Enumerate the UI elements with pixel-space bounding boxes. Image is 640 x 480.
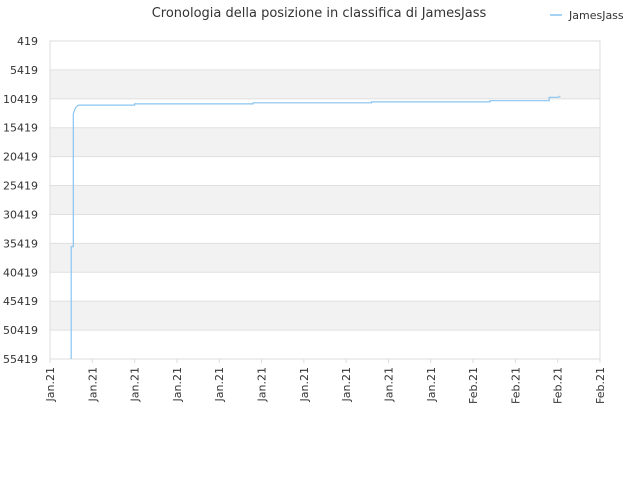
x-tick-label: Jan.21 (340, 367, 353, 402)
plot-area (49, 40, 601, 360)
y-tick-label: 20419 (3, 151, 38, 164)
x-tick-label: Jan.21 (213, 367, 226, 402)
grid-band (50, 127, 600, 157)
y-tick-label: 25419 (3, 180, 38, 193)
y-tick-label: 45419 (3, 295, 38, 308)
x-tick-label: Jan.21 (256, 367, 269, 402)
x-tick-label: Feb.21 (509, 367, 522, 404)
x-tick-label: Jan.21 (382, 367, 395, 402)
grid-band (50, 330, 600, 359)
y-tick-label: 55419 (3, 353, 38, 366)
y-tick-label: 5419 (10, 64, 38, 77)
legend-label: JamesJass (568, 9, 624, 22)
grid-band (50, 41, 600, 70)
grid-band (50, 156, 600, 186)
y-tick-label: 15419 (3, 122, 38, 135)
y-tick-label: 10419 (3, 93, 38, 106)
grid-bands (50, 40, 600, 359)
x-tick-label: Jan.21 (44, 367, 57, 402)
x-tick-label: Jan.21 (129, 367, 142, 402)
series-line-jamesjass (70, 95, 561, 359)
y-tick-label: 419 (17, 35, 38, 48)
y-tick-label: 35419 (3, 237, 38, 250)
grid-band (50, 272, 600, 302)
grid-band (50, 185, 600, 215)
y-axis-ticks: 419 5419 10419 15419 20419 25419 30419 35419 404… (3, 35, 38, 366)
x-tick-label: Feb.21 (467, 367, 480, 404)
grid-band (50, 301, 600, 331)
x-tick-label: Jan.21 (425, 367, 438, 402)
x-tick-label: Feb.21 (594, 367, 607, 404)
chart-title: Cronologia della posizione in classifica… (152, 6, 487, 21)
grid-band (50, 69, 600, 99)
x-axis-ticks: Jan.21 Jan.21 Jan.21 Jan.21 Jan.21 Jan.21 Jan.… (44, 359, 607, 404)
grid-band (50, 243, 600, 273)
y-tick-label: 40419 (3, 266, 38, 279)
legend: JamesJass (550, 9, 624, 22)
x-tick-label: Jan.21 (86, 367, 99, 402)
x-tick-label: Feb.21 (552, 367, 565, 404)
y-tick-label: 50419 (3, 324, 38, 337)
grid-band (50, 214, 600, 244)
x-tick-label: Jan.21 (171, 367, 184, 402)
x-tick-label: Jan.21 (298, 367, 311, 402)
y-tick-label: 30419 (3, 208, 38, 221)
